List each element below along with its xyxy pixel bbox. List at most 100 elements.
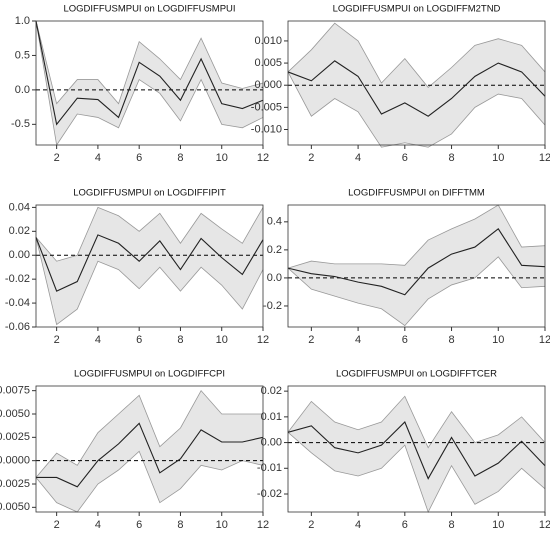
band-lower bbox=[35, 450, 264, 513]
y-tick-label: -0.01 bbox=[257, 462, 282, 474]
x-tick-label: 12 bbox=[539, 334, 550, 346]
y-tick-label: 0.0075 bbox=[0, 385, 30, 397]
band-upper bbox=[287, 22, 546, 88]
y-tick-label: 0.02 bbox=[261, 385, 282, 397]
axes-frame bbox=[287, 20, 546, 146]
y-tick-label: -0.04 bbox=[5, 297, 30, 309]
axes-frame bbox=[287, 204, 546, 328]
band-upper bbox=[287, 395, 546, 449]
axes-frame bbox=[35, 204, 264, 328]
y-tick-label: 0.5 bbox=[15, 49, 30, 61]
x-tick-label: 4 bbox=[355, 519, 361, 531]
x-tick-label: 8 bbox=[177, 519, 183, 531]
y-tick-label: -0.005 bbox=[251, 101, 282, 113]
band-upper bbox=[35, 20, 264, 105]
y-tick-label: 0.0 bbox=[15, 84, 30, 96]
x-tick-label: 8 bbox=[177, 152, 183, 164]
y-tick-label: 0.010 bbox=[254, 35, 282, 47]
y-tick-label: -0.06 bbox=[5, 321, 30, 333]
x-tick-label: 12 bbox=[257, 152, 269, 164]
response-line bbox=[287, 421, 546, 480]
y-tick-label: 1.0 bbox=[15, 15, 30, 27]
x-tick-label: 2 bbox=[308, 519, 314, 531]
axes-frame bbox=[35, 385, 264, 513]
y-tick-label: -0.010 bbox=[251, 123, 282, 135]
x-tick-label: 4 bbox=[355, 152, 361, 164]
band-lower bbox=[287, 256, 546, 327]
y-tick-label: 0.000 bbox=[254, 79, 282, 91]
response-line bbox=[287, 228, 546, 296]
y-tick-label: 0.00 bbox=[9, 249, 30, 261]
y-tick-label: 0.0000 bbox=[0, 455, 30, 467]
y-tick-label: -0.0025 bbox=[0, 478, 30, 490]
x-tick-label: 4 bbox=[95, 152, 101, 164]
y-tick-label: 0.4 bbox=[267, 216, 282, 228]
x-tick-label: 12 bbox=[539, 519, 550, 531]
chart-title: LOGDIFFUSMPUI on LOGDIFFM2TND bbox=[333, 4, 501, 15]
x-tick-label: 2 bbox=[54, 152, 60, 164]
response-line bbox=[35, 20, 264, 126]
chart-title: LOGDIFFUSMPUI on LOGDIFFIPIT bbox=[73, 188, 226, 199]
x-tick-label: 6 bbox=[402, 152, 408, 164]
x-tick-label: 2 bbox=[308, 334, 314, 346]
x-tick-label: 4 bbox=[95, 519, 101, 531]
response-line bbox=[35, 234, 264, 292]
y-tick-label: 0.04 bbox=[9, 201, 30, 213]
x-tick-label: 10 bbox=[216, 519, 228, 531]
response-line bbox=[36, 422, 264, 488]
y-tick-label: 0.0025 bbox=[0, 431, 30, 443]
band-upper bbox=[35, 206, 264, 262]
chart-title: LOGDIFFUSMPUI on LOGDIFFCPI bbox=[74, 369, 225, 380]
x-tick-label: 10 bbox=[492, 334, 504, 346]
x-tick-label: 10 bbox=[492, 152, 504, 164]
x-tick-label: 10 bbox=[216, 334, 228, 346]
y-tick-label: 0.0050 bbox=[0, 408, 30, 420]
y-tick-label: -0.0050 bbox=[0, 501, 30, 513]
y-tick-label: 0.005 bbox=[254, 57, 282, 69]
x-tick-label: 4 bbox=[355, 334, 361, 346]
band-lower bbox=[35, 20, 264, 147]
y-tick-label: 0.2 bbox=[267, 244, 282, 256]
y-tick-label: -0.5 bbox=[11, 118, 30, 130]
x-tick-label: 6 bbox=[136, 519, 142, 531]
x-tick-label: 10 bbox=[216, 152, 228, 164]
x-tick-label: 12 bbox=[539, 152, 550, 164]
confidence-band bbox=[36, 207, 263, 325]
confidence-band bbox=[288, 205, 545, 326]
chart-title: LOGDIFFUSMPUI on LOGDIFFUSMPUI bbox=[63, 4, 235, 15]
x-tick-label: 8 bbox=[448, 519, 454, 531]
y-tick-label: -0.02 bbox=[5, 273, 30, 285]
x-tick-label: 12 bbox=[257, 334, 269, 346]
axes-frame bbox=[287, 385, 546, 513]
axes-frame bbox=[35, 20, 264, 146]
band-lower bbox=[287, 431, 546, 514]
confidence-band bbox=[288, 396, 545, 512]
x-tick-label: 8 bbox=[448, 334, 454, 346]
chart-title: LOGDIFFUSMPUI on DIFFTMM bbox=[348, 188, 485, 199]
x-tick-label: 4 bbox=[95, 334, 101, 346]
x-tick-label: 10 bbox=[492, 519, 504, 531]
y-tick-label: 0.00 bbox=[261, 436, 282, 448]
confidence-band bbox=[36, 21, 263, 145]
x-tick-label: 6 bbox=[402, 519, 408, 531]
band-upper bbox=[35, 389, 263, 478]
response-line bbox=[287, 60, 546, 117]
chart-title: LOGDIFFUSMPUI on LOGDIFFTCER bbox=[336, 369, 497, 380]
y-tick-label: 0.01 bbox=[261, 411, 282, 423]
confidence-band bbox=[36, 390, 263, 512]
x-tick-label: 2 bbox=[308, 152, 314, 164]
band-lower bbox=[35, 237, 264, 326]
band-upper bbox=[287, 204, 546, 269]
x-tick-label: 2 bbox=[54, 334, 60, 346]
x-tick-label: 12 bbox=[257, 519, 269, 531]
x-tick-label: 6 bbox=[136, 334, 142, 346]
y-tick-label: -0.02 bbox=[257, 488, 282, 500]
x-tick-label: 8 bbox=[177, 334, 183, 346]
x-tick-label: 8 bbox=[448, 152, 454, 164]
y-tick-label: -0.2 bbox=[263, 300, 282, 312]
x-tick-label: 6 bbox=[402, 334, 408, 346]
y-tick-label: 0.02 bbox=[9, 225, 30, 237]
x-tick-label: 6 bbox=[136, 152, 142, 164]
x-tick-label: 2 bbox=[54, 519, 60, 531]
